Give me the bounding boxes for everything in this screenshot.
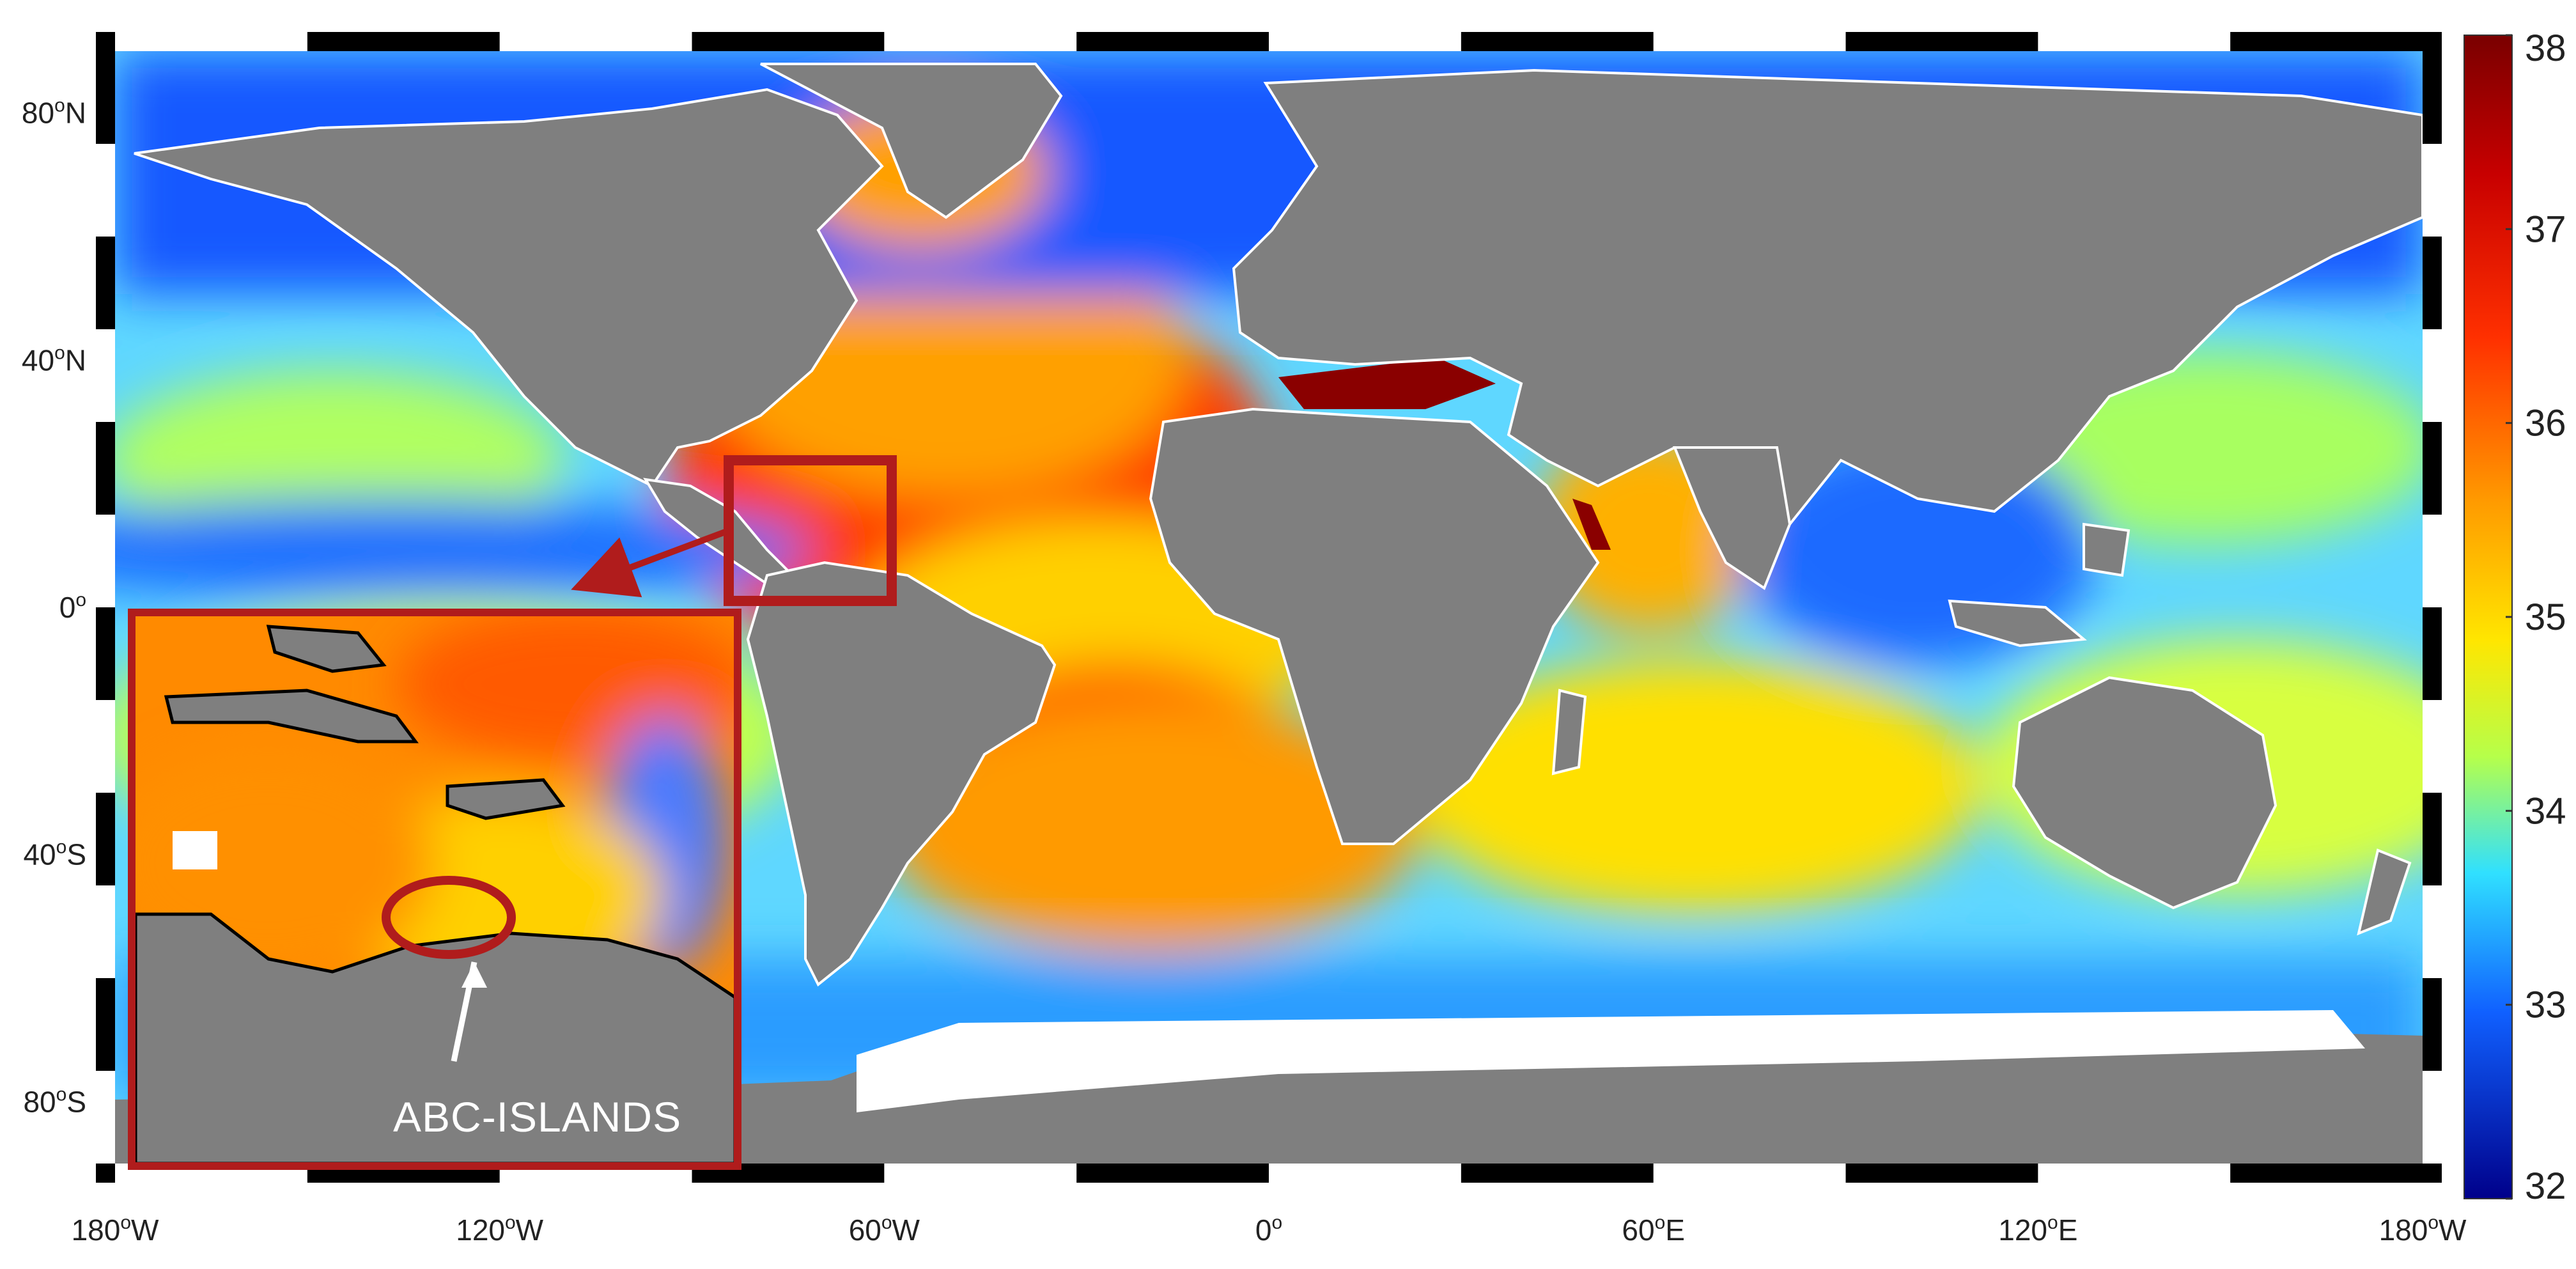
- colorbar-tick-label: 38: [2525, 27, 2566, 69]
- frame-segment: [2423, 144, 2442, 237]
- lon-tick-label: 0o: [1255, 1212, 1282, 1247]
- colorbar-tick-label: 36: [2525, 403, 2566, 444]
- longitude-labels: 180oW 120oW 60oW 0o 60oE 120oE 180oW: [72, 1212, 2467, 1247]
- frame-segment: [2423, 885, 2442, 978]
- frame-segment: [115, 32, 307, 51]
- caribbean-inset: ABC-ISLANDS: [128, 609, 741, 1170]
- frame-segment: [1653, 32, 1846, 51]
- colorbar-tick-label: 35: [2525, 596, 2566, 638]
- frame-segment: [1269, 1164, 1461, 1183]
- lat-tick-label: 80oN: [22, 95, 86, 130]
- frame-segment: [1653, 1164, 1846, 1183]
- lon-tick-label: 120oE: [1998, 1212, 2077, 1247]
- lat-tick-label: 40oN: [22, 342, 86, 377]
- salinity-colorbar: 38 37 36 35 34 33 32: [2463, 27, 2566, 1207]
- lat-tick-label: 0o: [59, 589, 86, 624]
- frame-segment: [884, 1164, 1077, 1183]
- frame-segment: [499, 32, 692, 51]
- lon-tick-label: 120oW: [456, 1212, 543, 1247]
- colorbar-tick-label: 33: [2525, 985, 2566, 1026]
- colorbar-gradient: [2463, 35, 2513, 1199]
- frame-segment: [2038, 32, 2231, 51]
- lon-tick-label: 60oW: [849, 1212, 920, 1247]
- frame-segment: [96, 700, 115, 793]
- frame-segment: [96, 1071, 115, 1164]
- frame-segment: [1269, 32, 1461, 51]
- colorbar-tick-label: 32: [2525, 1165, 2566, 1207]
- lon-tick-label: 180oW: [72, 1212, 159, 1247]
- frame-segment: [96, 515, 115, 607]
- lon-tick-label: 60oE: [1622, 1212, 1685, 1247]
- frame-segment: [96, 144, 115, 237]
- lat-tick-label: 40oS: [23, 837, 86, 871]
- frame-segment: [96, 885, 115, 978]
- frame-segment: [2423, 700, 2442, 793]
- frame-segment: [96, 329, 115, 422]
- callout-arrow: [571, 527, 730, 598]
- frame-segment: [2038, 1164, 2231, 1183]
- colorbar-tick-label: 37: [2525, 208, 2566, 250]
- lon-tick-label: 180oW: [2379, 1212, 2467, 1247]
- latitude-labels: 80oN 40oN 0o 40oS 80oS: [22, 95, 86, 1119]
- colorbar-tick-label: 34: [2525, 790, 2566, 832]
- lat-tick-label: 80oS: [23, 1084, 86, 1118]
- frame-segment: [2423, 1071, 2442, 1164]
- abc-islands-label: ABC-ISLANDS: [393, 1093, 681, 1141]
- frame-segment: [2423, 515, 2442, 607]
- abc-islands-pointer-head: [462, 962, 487, 988]
- frame-segment: [2423, 329, 2442, 422]
- abc-islands-circle: [382, 876, 516, 959]
- inset-frame: [128, 609, 741, 1170]
- frame-segment: [884, 32, 1077, 51]
- highlight-group: [571, 455, 897, 606]
- sea-ice-region: [857, 1010, 2365, 1112]
